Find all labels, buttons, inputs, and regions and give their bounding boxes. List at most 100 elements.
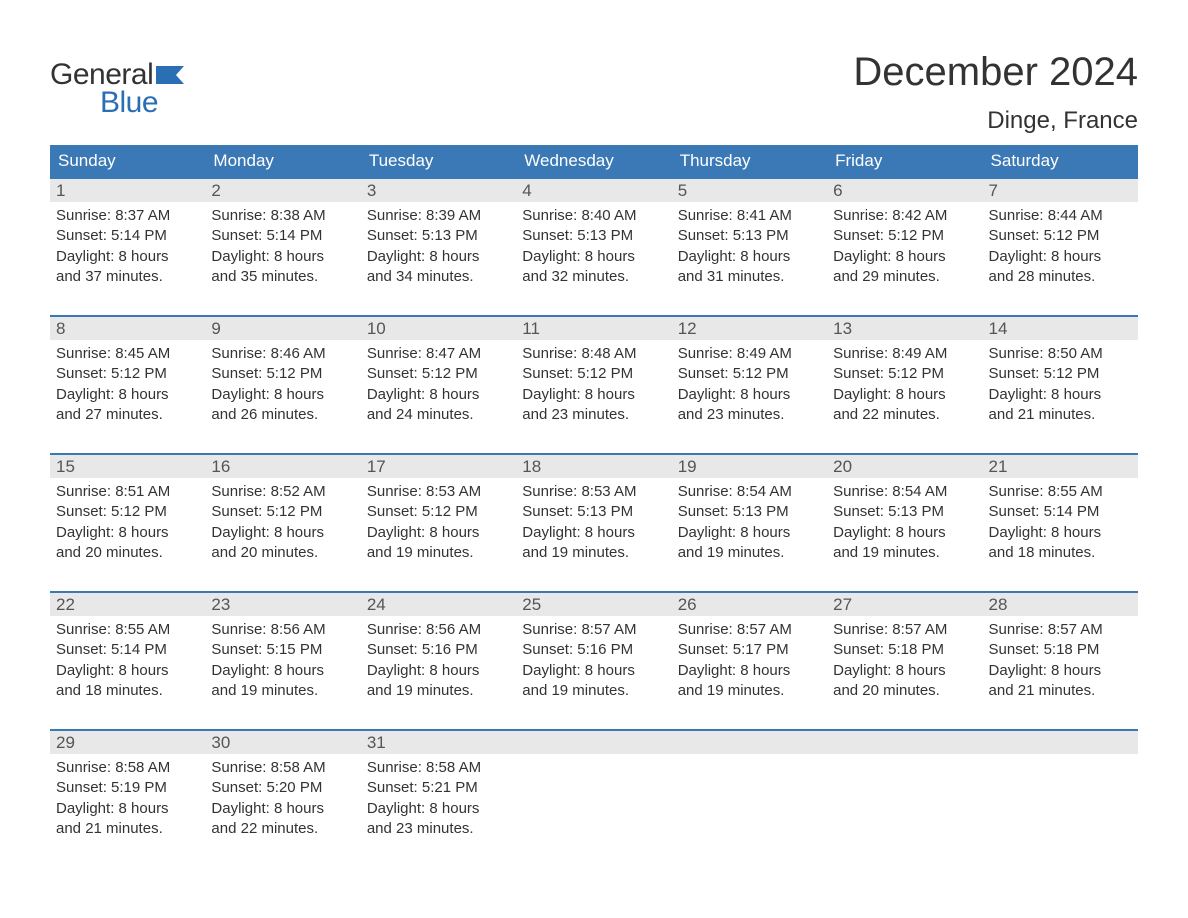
day-ss: Sunset: 5:20 PM	[211, 778, 354, 798]
daynum-row: 293031	[50, 731, 1138, 754]
day-d2: and 18 minutes.	[989, 543, 1132, 563]
weeks-container: 1234567Sunrise: 8:37 AMSunset: 5:14 PMDa…	[50, 177, 1138, 845]
day-cell: Sunrise: 8:56 AMSunset: 5:16 PMDaylight:…	[361, 616, 516, 707]
day-d2: and 20 minutes.	[833, 681, 976, 701]
day-cell: Sunrise: 8:57 AMSunset: 5:18 PMDaylight:…	[983, 616, 1138, 707]
day-sr: Sunrise: 8:54 AM	[678, 482, 821, 502]
day-d2: and 34 minutes.	[367, 267, 510, 287]
day-cell: Sunrise: 8:46 AMSunset: 5:12 PMDaylight:…	[205, 340, 360, 431]
week-row: 15161718192021Sunrise: 8:51 AMSunset: 5:…	[50, 453, 1138, 569]
day-ss: Sunset: 5:14 PM	[211, 226, 354, 246]
day-sr: Sunrise: 8:50 AM	[989, 344, 1132, 364]
weekday-header: Sunday Monday Tuesday Wednesday Thursday…	[50, 145, 1138, 177]
day-number: 13	[827, 317, 982, 340]
day-d2: and 22 minutes.	[833, 405, 976, 425]
day-d2: and 23 minutes.	[522, 405, 665, 425]
day-d1: Daylight: 8 hours	[678, 247, 821, 267]
day-content-row: Sunrise: 8:58 AMSunset: 5:19 PMDaylight:…	[50, 754, 1138, 845]
day-d1: Daylight: 8 hours	[522, 523, 665, 543]
day-d2: and 23 minutes.	[678, 405, 821, 425]
day-number	[983, 731, 1138, 754]
week-row: 1234567Sunrise: 8:37 AMSunset: 5:14 PMDa…	[50, 177, 1138, 293]
weekday-saturday: Saturday	[983, 145, 1138, 177]
day-number: 19	[672, 455, 827, 478]
day-number: 8	[50, 317, 205, 340]
logo: General Blue	[50, 50, 184, 120]
day-sr: Sunrise: 8:55 AM	[56, 620, 199, 640]
day-ss: Sunset: 5:13 PM	[833, 502, 976, 522]
day-cell: Sunrise: 8:41 AMSunset: 5:13 PMDaylight:…	[672, 202, 827, 293]
day-sr: Sunrise: 8:57 AM	[833, 620, 976, 640]
day-d1: Daylight: 8 hours	[367, 661, 510, 681]
day-content-row: Sunrise: 8:51 AMSunset: 5:12 PMDaylight:…	[50, 478, 1138, 569]
location-text: Dinge, France	[853, 107, 1138, 135]
day-ss: Sunset: 5:13 PM	[367, 226, 510, 246]
header: General Blue December 2024 Dinge, France	[50, 50, 1138, 135]
day-number: 29	[50, 731, 205, 754]
day-number: 17	[361, 455, 516, 478]
day-d1: Daylight: 8 hours	[211, 385, 354, 405]
day-d1: Daylight: 8 hours	[367, 523, 510, 543]
day-ss: Sunset: 5:15 PM	[211, 640, 354, 660]
day-ss: Sunset: 5:14 PM	[56, 226, 199, 246]
day-cell: Sunrise: 8:53 AMSunset: 5:13 PMDaylight:…	[516, 478, 671, 569]
day-number: 26	[672, 593, 827, 616]
day-sr: Sunrise: 8:39 AM	[367, 206, 510, 226]
day-number: 30	[205, 731, 360, 754]
day-sr: Sunrise: 8:58 AM	[56, 758, 199, 778]
day-d1: Daylight: 8 hours	[56, 523, 199, 543]
day-sr: Sunrise: 8:46 AM	[211, 344, 354, 364]
day-sr: Sunrise: 8:40 AM	[522, 206, 665, 226]
day-sr: Sunrise: 8:56 AM	[211, 620, 354, 640]
day-sr: Sunrise: 8:57 AM	[678, 620, 821, 640]
day-ss: Sunset: 5:12 PM	[367, 502, 510, 522]
day-ss: Sunset: 5:12 PM	[56, 364, 199, 384]
day-cell: Sunrise: 8:54 AMSunset: 5:13 PMDaylight:…	[672, 478, 827, 569]
weekday-sunday: Sunday	[50, 145, 205, 177]
day-cell: Sunrise: 8:42 AMSunset: 5:12 PMDaylight:…	[827, 202, 982, 293]
day-number: 25	[516, 593, 671, 616]
day-cell: Sunrise: 8:39 AMSunset: 5:13 PMDaylight:…	[361, 202, 516, 293]
day-sr: Sunrise: 8:57 AM	[989, 620, 1132, 640]
day-cell	[983, 754, 1138, 845]
day-ss: Sunset: 5:12 PM	[989, 364, 1132, 384]
day-d1: Daylight: 8 hours	[989, 661, 1132, 681]
week-row: 293031Sunrise: 8:58 AMSunset: 5:19 PMDay…	[50, 729, 1138, 845]
day-content-row: Sunrise: 8:55 AMSunset: 5:14 PMDaylight:…	[50, 616, 1138, 707]
day-sr: Sunrise: 8:53 AM	[367, 482, 510, 502]
day-d1: Daylight: 8 hours	[522, 247, 665, 267]
day-d1: Daylight: 8 hours	[56, 385, 199, 405]
day-number: 11	[516, 317, 671, 340]
day-ss: Sunset: 5:12 PM	[56, 502, 199, 522]
day-cell: Sunrise: 8:45 AMSunset: 5:12 PMDaylight:…	[50, 340, 205, 431]
day-d2: and 22 minutes.	[211, 819, 354, 839]
day-cell: Sunrise: 8:54 AMSunset: 5:13 PMDaylight:…	[827, 478, 982, 569]
day-sr: Sunrise: 8:58 AM	[211, 758, 354, 778]
day-ss: Sunset: 5:13 PM	[678, 226, 821, 246]
weekday-wednesday: Wednesday	[516, 145, 671, 177]
day-d2: and 29 minutes.	[833, 267, 976, 287]
day-d1: Daylight: 8 hours	[833, 523, 976, 543]
day-number	[672, 731, 827, 754]
weekday-monday: Monday	[205, 145, 360, 177]
day-sr: Sunrise: 8:49 AM	[678, 344, 821, 364]
day-d1: Daylight: 8 hours	[211, 799, 354, 819]
day-cell	[516, 754, 671, 845]
day-d1: Daylight: 8 hours	[833, 385, 976, 405]
day-ss: Sunset: 5:18 PM	[989, 640, 1132, 660]
day-ss: Sunset: 5:18 PM	[833, 640, 976, 660]
day-d2: and 32 minutes.	[522, 267, 665, 287]
day-d2: and 19 minutes.	[522, 543, 665, 563]
day-d2: and 31 minutes.	[678, 267, 821, 287]
day-ss: Sunset: 5:12 PM	[367, 364, 510, 384]
day-d1: Daylight: 8 hours	[211, 247, 354, 267]
day-d2: and 35 minutes.	[211, 267, 354, 287]
day-number	[516, 731, 671, 754]
day-d2: and 19 minutes.	[367, 543, 510, 563]
day-content-row: Sunrise: 8:37 AMSunset: 5:14 PMDaylight:…	[50, 202, 1138, 293]
day-d1: Daylight: 8 hours	[56, 247, 199, 267]
daynum-row: 15161718192021	[50, 455, 1138, 478]
daynum-row: 891011121314	[50, 317, 1138, 340]
day-content-row: Sunrise: 8:45 AMSunset: 5:12 PMDaylight:…	[50, 340, 1138, 431]
day-cell: Sunrise: 8:57 AMSunset: 5:16 PMDaylight:…	[516, 616, 671, 707]
